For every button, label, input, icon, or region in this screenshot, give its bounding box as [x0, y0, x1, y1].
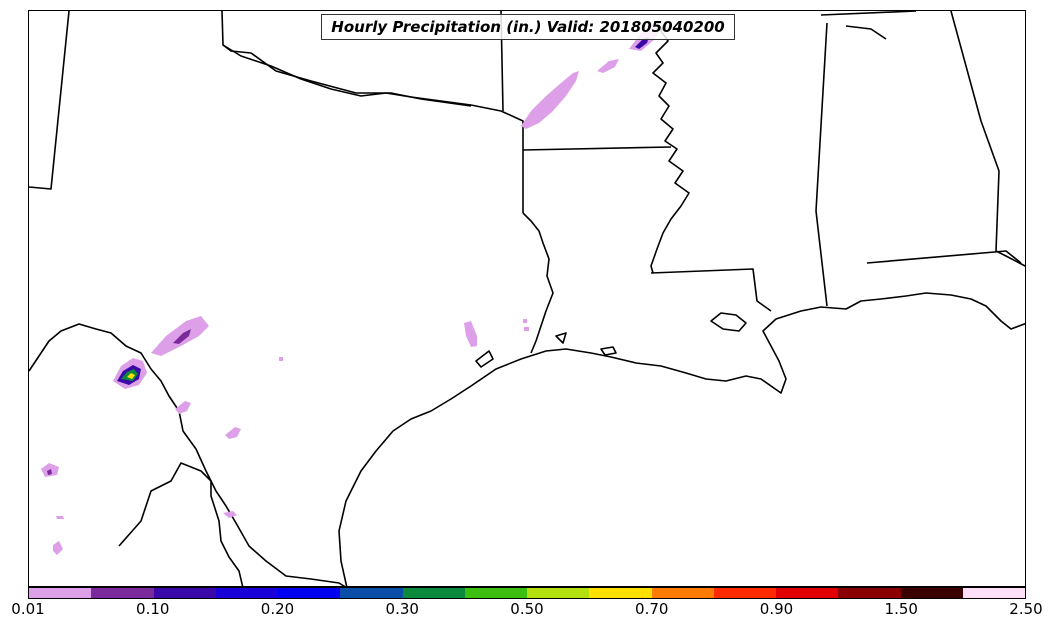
colorbar-tick-label: 1.50: [884, 600, 918, 618]
precip-area: [521, 71, 579, 129]
colorbar-segment: [527, 588, 590, 598]
state-boundary: [650, 268, 772, 312]
colorbar-tick-label: 2.50: [1009, 600, 1043, 618]
precip-area: [225, 427, 241, 439]
precip-area: [524, 327, 529, 331]
state-boundary: [815, 22, 828, 307]
colorbar-segment: [278, 588, 341, 598]
state-boundary: [29, 11, 70, 190]
colorbar-segment: [776, 588, 839, 598]
colorbar-segment: [589, 588, 652, 598]
colorbar-tick-label: 0.20: [260, 600, 295, 618]
river-boundary: [222, 44, 472, 107]
precip-area: [523, 319, 527, 323]
state-boundary: [950, 11, 1025, 267]
river-boundary: [522, 212, 554, 354]
colorbar-segment: [340, 588, 403, 598]
map-canvas: [29, 11, 1025, 586]
colorbar: [28, 587, 1026, 599]
precip-area: [597, 59, 619, 73]
precip-area: [279, 357, 283, 361]
colorbar-tick-label: 0.90: [759, 600, 794, 618]
colorbar-segment: [838, 588, 901, 598]
state-boundary: [522, 146, 672, 151]
coastline: [555, 332, 567, 344]
coastline: [710, 312, 747, 332]
colorbar-segment: [900, 588, 963, 598]
precip-area: [173, 329, 191, 344]
coastline: [845, 25, 887, 40]
colorbar-segment: [962, 588, 1025, 598]
coastline: [600, 346, 617, 356]
colorbar-tick-label: 0.70: [635, 600, 669, 618]
colorbar-tick-label: 0.50: [510, 600, 544, 618]
colorbar-segment: [29, 588, 92, 598]
state-boundary: [820, 11, 917, 16]
colorbar-tick-label: 0.10: [136, 600, 170, 618]
coastline: [338, 292, 1025, 586]
colorbar-segment: [464, 588, 527, 598]
state-boundary: [221, 11, 524, 213]
precip-area: [223, 511, 237, 518]
precip-area: [47, 469, 52, 475]
precip-area: [175, 401, 191, 414]
country-boundary: [118, 462, 244, 586]
map-area: [28, 10, 1026, 587]
colorbar-segment: [91, 588, 154, 598]
state-boundary: [866, 250, 1022, 264]
river-boundary: [29, 323, 346, 586]
colorbar-tick-label: 0.30: [385, 600, 419, 618]
precip-area: [464, 321, 477, 347]
colorbar-segment: [651, 588, 714, 598]
colorbar-segment: [153, 588, 216, 598]
map-title: Hourly Precipitation (in.) Valid: 201805…: [321, 14, 735, 40]
colorbar-tick-labels: 0.01 0.10 0.20 0.30 0.50 0.70 0.90 1.50 2.50: [0, 600, 1054, 624]
precip-area: [635, 37, 649, 49]
precip-area: [53, 541, 63, 555]
precip-area: [127, 373, 135, 379]
colorbar-segment: [713, 588, 776, 598]
colorbar-tick-label: 0.01: [11, 600, 45, 618]
precip-area: [56, 516, 64, 519]
coastline: [475, 350, 494, 368]
colorbar-segment: [402, 588, 465, 598]
colorbar-segment: [215, 588, 278, 598]
river-boundary: [650, 20, 690, 274]
